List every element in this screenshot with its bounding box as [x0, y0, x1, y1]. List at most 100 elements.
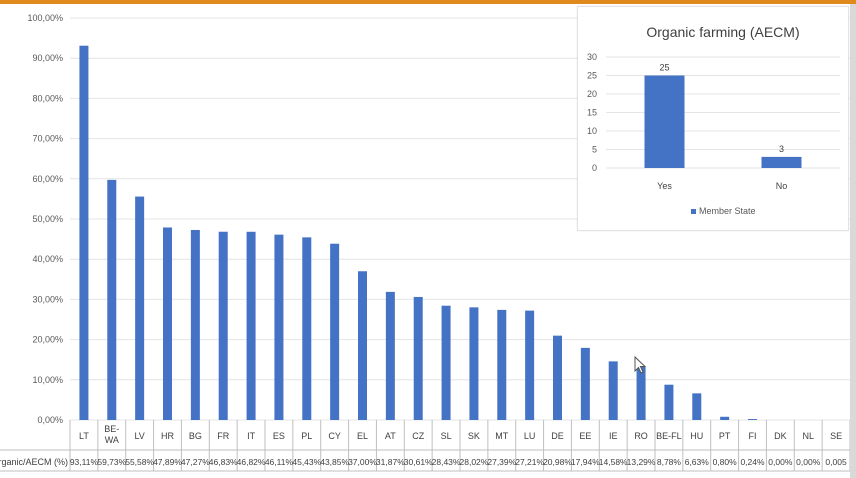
bar-lu — [525, 310, 535, 420]
table-value-label: 43,85% — [320, 457, 349, 467]
x-tick-label: CZ — [412, 431, 424, 441]
inset-y-tick-label: 20 — [587, 89, 597, 99]
table-value-label: 6,63% — [685, 457, 710, 467]
table-value-label: 59,73% — [97, 457, 126, 467]
bar-ro — [636, 366, 646, 420]
x-tick-label: PT — [719, 431, 731, 441]
x-tick-label: EE — [579, 431, 591, 441]
table-value-label: 55,58% — [125, 457, 154, 467]
bar-lv — [135, 196, 145, 420]
table-value-label: 20,98% — [543, 457, 572, 467]
main-y-tick-label: 90,00% — [32, 53, 63, 63]
bar-mt — [497, 309, 507, 420]
main-y-tick-label: 10,00% — [32, 375, 63, 385]
inset-data-label: 3 — [779, 144, 784, 154]
inset-y-tick-label: 25 — [587, 71, 597, 81]
main-y-tick-labels: 0,00% 10,00% 20,00% 30,00% 40,00% 50,00% 60,00… — [27, 13, 63, 425]
x-tick-label: SE — [830, 431, 842, 441]
table-value-label: 13,29% — [627, 457, 656, 467]
x-tick-label: LV — [134, 431, 144, 441]
table-value-label: 0,005 — [825, 457, 847, 467]
inset-x-tick-label: No — [776, 181, 788, 191]
table-value-label: 93,11% — [70, 457, 99, 467]
bar-pt — [720, 416, 730, 420]
x-tick-label: FR — [217, 431, 229, 441]
x-tick-label: MT — [495, 431, 508, 441]
table-value-label: 0,00% — [796, 457, 821, 467]
inset-x-tick-label: Yes — [657, 181, 672, 191]
bar-es — [274, 234, 284, 420]
main-y-tick-label: 20,00% — [32, 335, 63, 345]
bar-pl — [302, 237, 312, 420]
inset-y-tick-label: 15 — [587, 108, 597, 118]
bar-fi — [748, 419, 757, 420]
table-value-label: 27,21% — [515, 457, 544, 467]
bar-ee — [580, 347, 590, 420]
x-tick-label: BG — [189, 431, 202, 441]
inset-y-tick-label: 10 — [587, 126, 597, 136]
table-value-label: 47,27% — [181, 457, 210, 467]
inset-chart-title: Organic farming (AECM) — [646, 24, 799, 40]
table-value-label: 28,43% — [432, 457, 461, 467]
bar-el — [358, 271, 367, 420]
x-tick-label: SK — [468, 431, 480, 441]
inset-bars: 25 Yes 3 No — [644, 63, 802, 191]
inset-bar-no — [761, 156, 802, 168]
x-tick-label: ES — [273, 431, 285, 441]
inset-y-tick-label: 30 — [587, 52, 597, 62]
x-tick-label: HU — [690, 431, 703, 441]
main-y-tick-label: 70,00% — [32, 134, 63, 144]
x-tick-label: IT — [247, 431, 256, 441]
x-tick-label: DK — [774, 431, 787, 441]
main-bars — [79, 45, 757, 420]
table-value-label: 14,58% — [599, 457, 628, 467]
inset-y-tick-label: 5 — [592, 145, 597, 155]
x-tick-label: DE — [551, 431, 564, 441]
x-tick-label: FI — [749, 431, 757, 441]
main-y-tick-label: 50,00% — [32, 214, 63, 224]
bar-lt — [79, 45, 89, 420]
x-tick-label: EL — [357, 431, 368, 441]
table-value-label: 47,89% — [153, 457, 182, 467]
x-tick-label: NL — [802, 431, 814, 441]
inset-data-label: 25 — [659, 63, 669, 73]
x-tick-label: CY — [328, 431, 341, 441]
window-top-accent-bar — [0, 0, 856, 4]
table-value-label: 17,94% — [571, 457, 600, 467]
x-tick-label: IE — [609, 431, 618, 441]
inset-y-tick-label: 0 — [592, 163, 597, 173]
table-value-label: 46,11% — [265, 457, 294, 467]
table-value-label: 0,80% — [713, 457, 738, 467]
organic-farming-inset-chart: Organic farming (AECM) 0 5 10 15 20 25 30 25 Ye… — [577, 6, 849, 231]
table-series-label: Organic/AECM (%) — [0, 457, 68, 467]
bar-bg — [190, 229, 200, 420]
x-tick-label: BE-FL — [656, 431, 682, 441]
x-tick-label: LT — [79, 431, 89, 441]
inset-svg: Organic farming (AECM) 0 5 10 15 20 25 30 25 Ye… — [587, 24, 840, 216]
x-tick-label: HR — [161, 431, 174, 441]
data-table: Organic/AECM (%) LT 93,11% BE-WA 59,73% LV 55,… — [0, 420, 850, 472]
main-y-tick-label: 60,00% — [32, 174, 63, 184]
scrollbar[interactable] — [850, 4, 856, 478]
bar-ie — [608, 361, 618, 420]
inset-y-tick-labels: 0 5 10 15 20 25 30 — [587, 52, 597, 173]
main-y-tick-label: 30,00% — [32, 294, 63, 304]
main-y-tick-label: 100,00% — [27, 13, 63, 23]
table-value-label: 37,00% — [348, 457, 377, 467]
table-value-label: 30,61% — [404, 457, 433, 467]
main-y-tick-label: 40,00% — [32, 254, 63, 264]
bar-de — [553, 335, 562, 420]
bar-be-wa — [107, 179, 117, 420]
bar-cy — [330, 243, 340, 420]
table-value-label: 45,43% — [292, 457, 321, 467]
x-tick-label: AT — [385, 431, 396, 441]
table-value-label: 27,39% — [487, 457, 516, 467]
x-tick-label: RO — [634, 431, 648, 441]
table-value-label: 31,87% — [376, 457, 405, 467]
legend-swatch — [691, 209, 696, 214]
bar-fr — [218, 231, 228, 420]
table-value-label: 28,02% — [460, 457, 489, 467]
inset-bar-yes — [644, 75, 685, 168]
x-tick-label: PL — [301, 431, 312, 441]
